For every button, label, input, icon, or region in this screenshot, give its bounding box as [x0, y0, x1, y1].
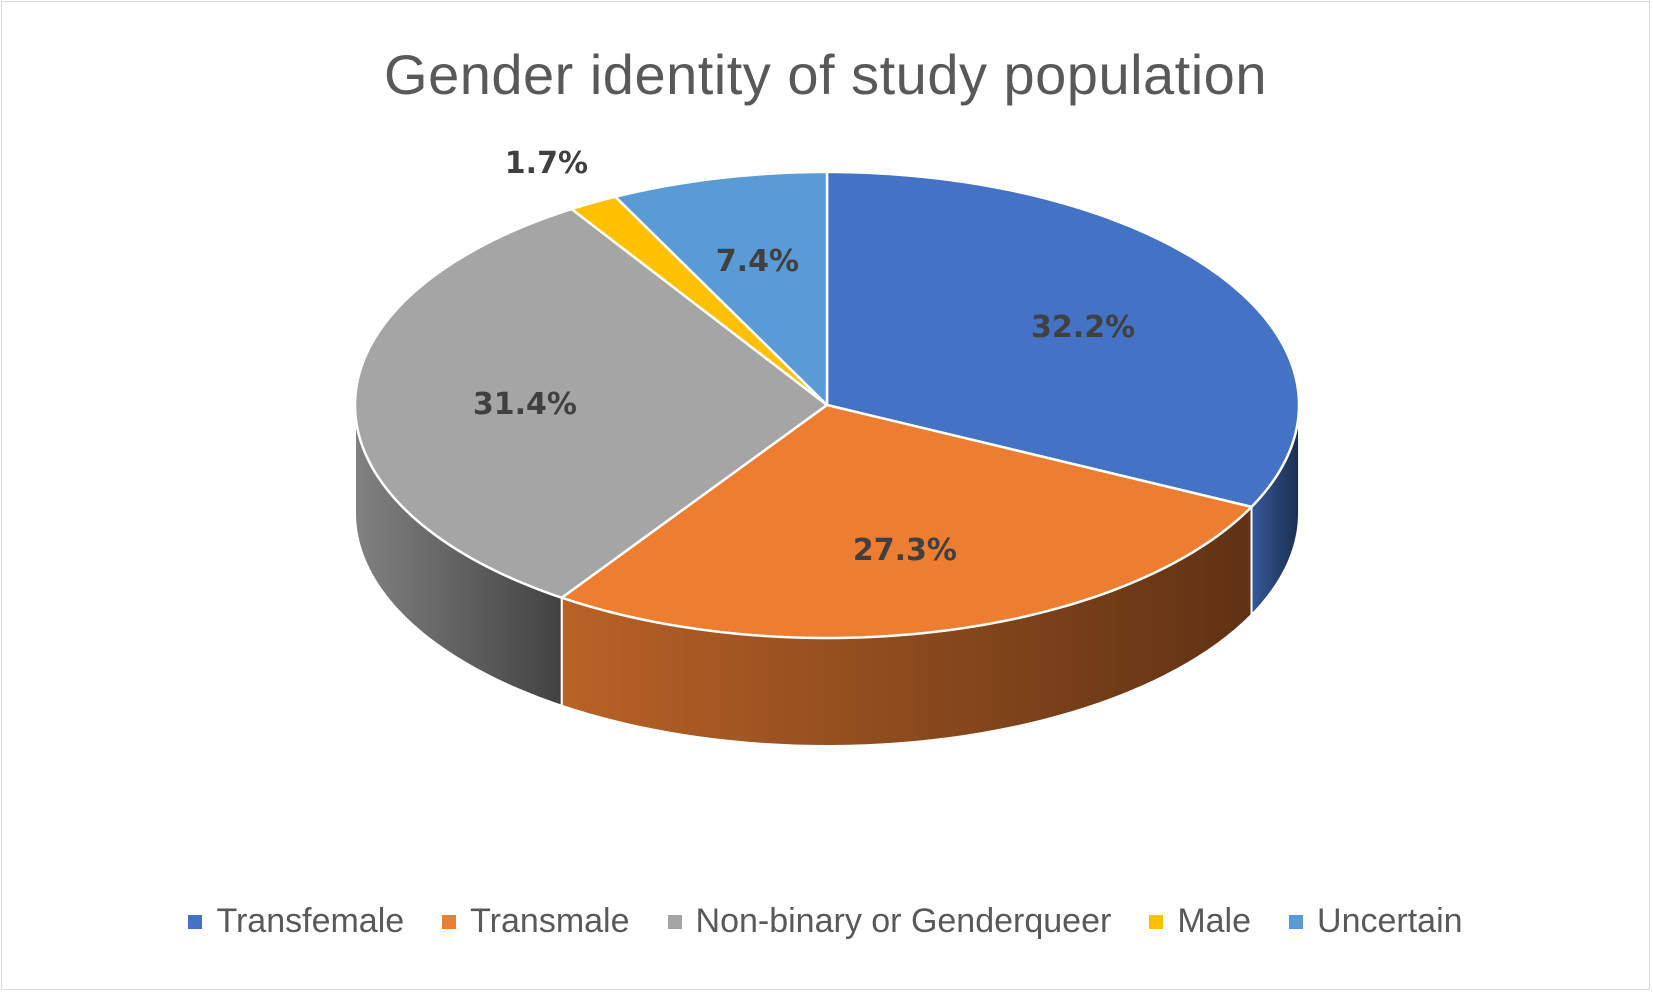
pie-slice-uncertain — [614, 170, 829, 407]
legend-label-transmale: Transmale — [470, 902, 630, 940]
legend-label-uncertain: Uncertain — [1317, 902, 1463, 940]
chart-title: Gender identity of study population — [384, 43, 1267, 106]
pie-labels: 32.2% 27.3% 31.4% 1.7% 7.4% — [473, 146, 1135, 568]
pie-slice-transmale — [560, 403, 1253, 640]
pie-slice-transfemale — [825, 170, 1301, 509]
legend-item-transfemale: Transfemale — [188, 902, 404, 941]
data-label-non-binary-or-genderqueer: 31.4% — [473, 387, 577, 422]
pie-slice-non-binary-or-genderqueer — [353, 207, 829, 599]
data-label-transfemale: 32.2% — [1031, 310, 1135, 345]
legend-swatch-male — [1149, 914, 1164, 929]
legend-swatch-transmale — [442, 914, 457, 929]
data-label-uncertain: 7.4% — [716, 244, 799, 279]
legend: Transfemale Transmale Non-binary or Gend… — [2, 902, 1649, 941]
legend-swatch-transfemale — [188, 914, 203, 929]
legend-item-uncertain: Uncertain — [1289, 902, 1463, 941]
legend-label-male: Male — [1177, 902, 1252, 940]
legend-swatch-non-binary — [667, 914, 682, 929]
pie-slice-male — [570, 195, 829, 407]
data-label-transmale: 27.3% — [853, 533, 957, 568]
legend-item-male: Male — [1149, 902, 1251, 941]
pie-tops — [353, 170, 1301, 640]
data-label-male: 1.7% — [505, 146, 588, 181]
legend-swatch-uncertain — [1289, 914, 1304, 929]
legend-label-transfemale: Transfemale — [216, 902, 405, 940]
legend-item-non-binary: Non-binary or Genderqueer — [667, 902, 1112, 941]
legend-label-non-binary: Non-binary or Genderqueer — [695, 902, 1112, 940]
legend-item-transmale: Transmale — [442, 902, 630, 941]
